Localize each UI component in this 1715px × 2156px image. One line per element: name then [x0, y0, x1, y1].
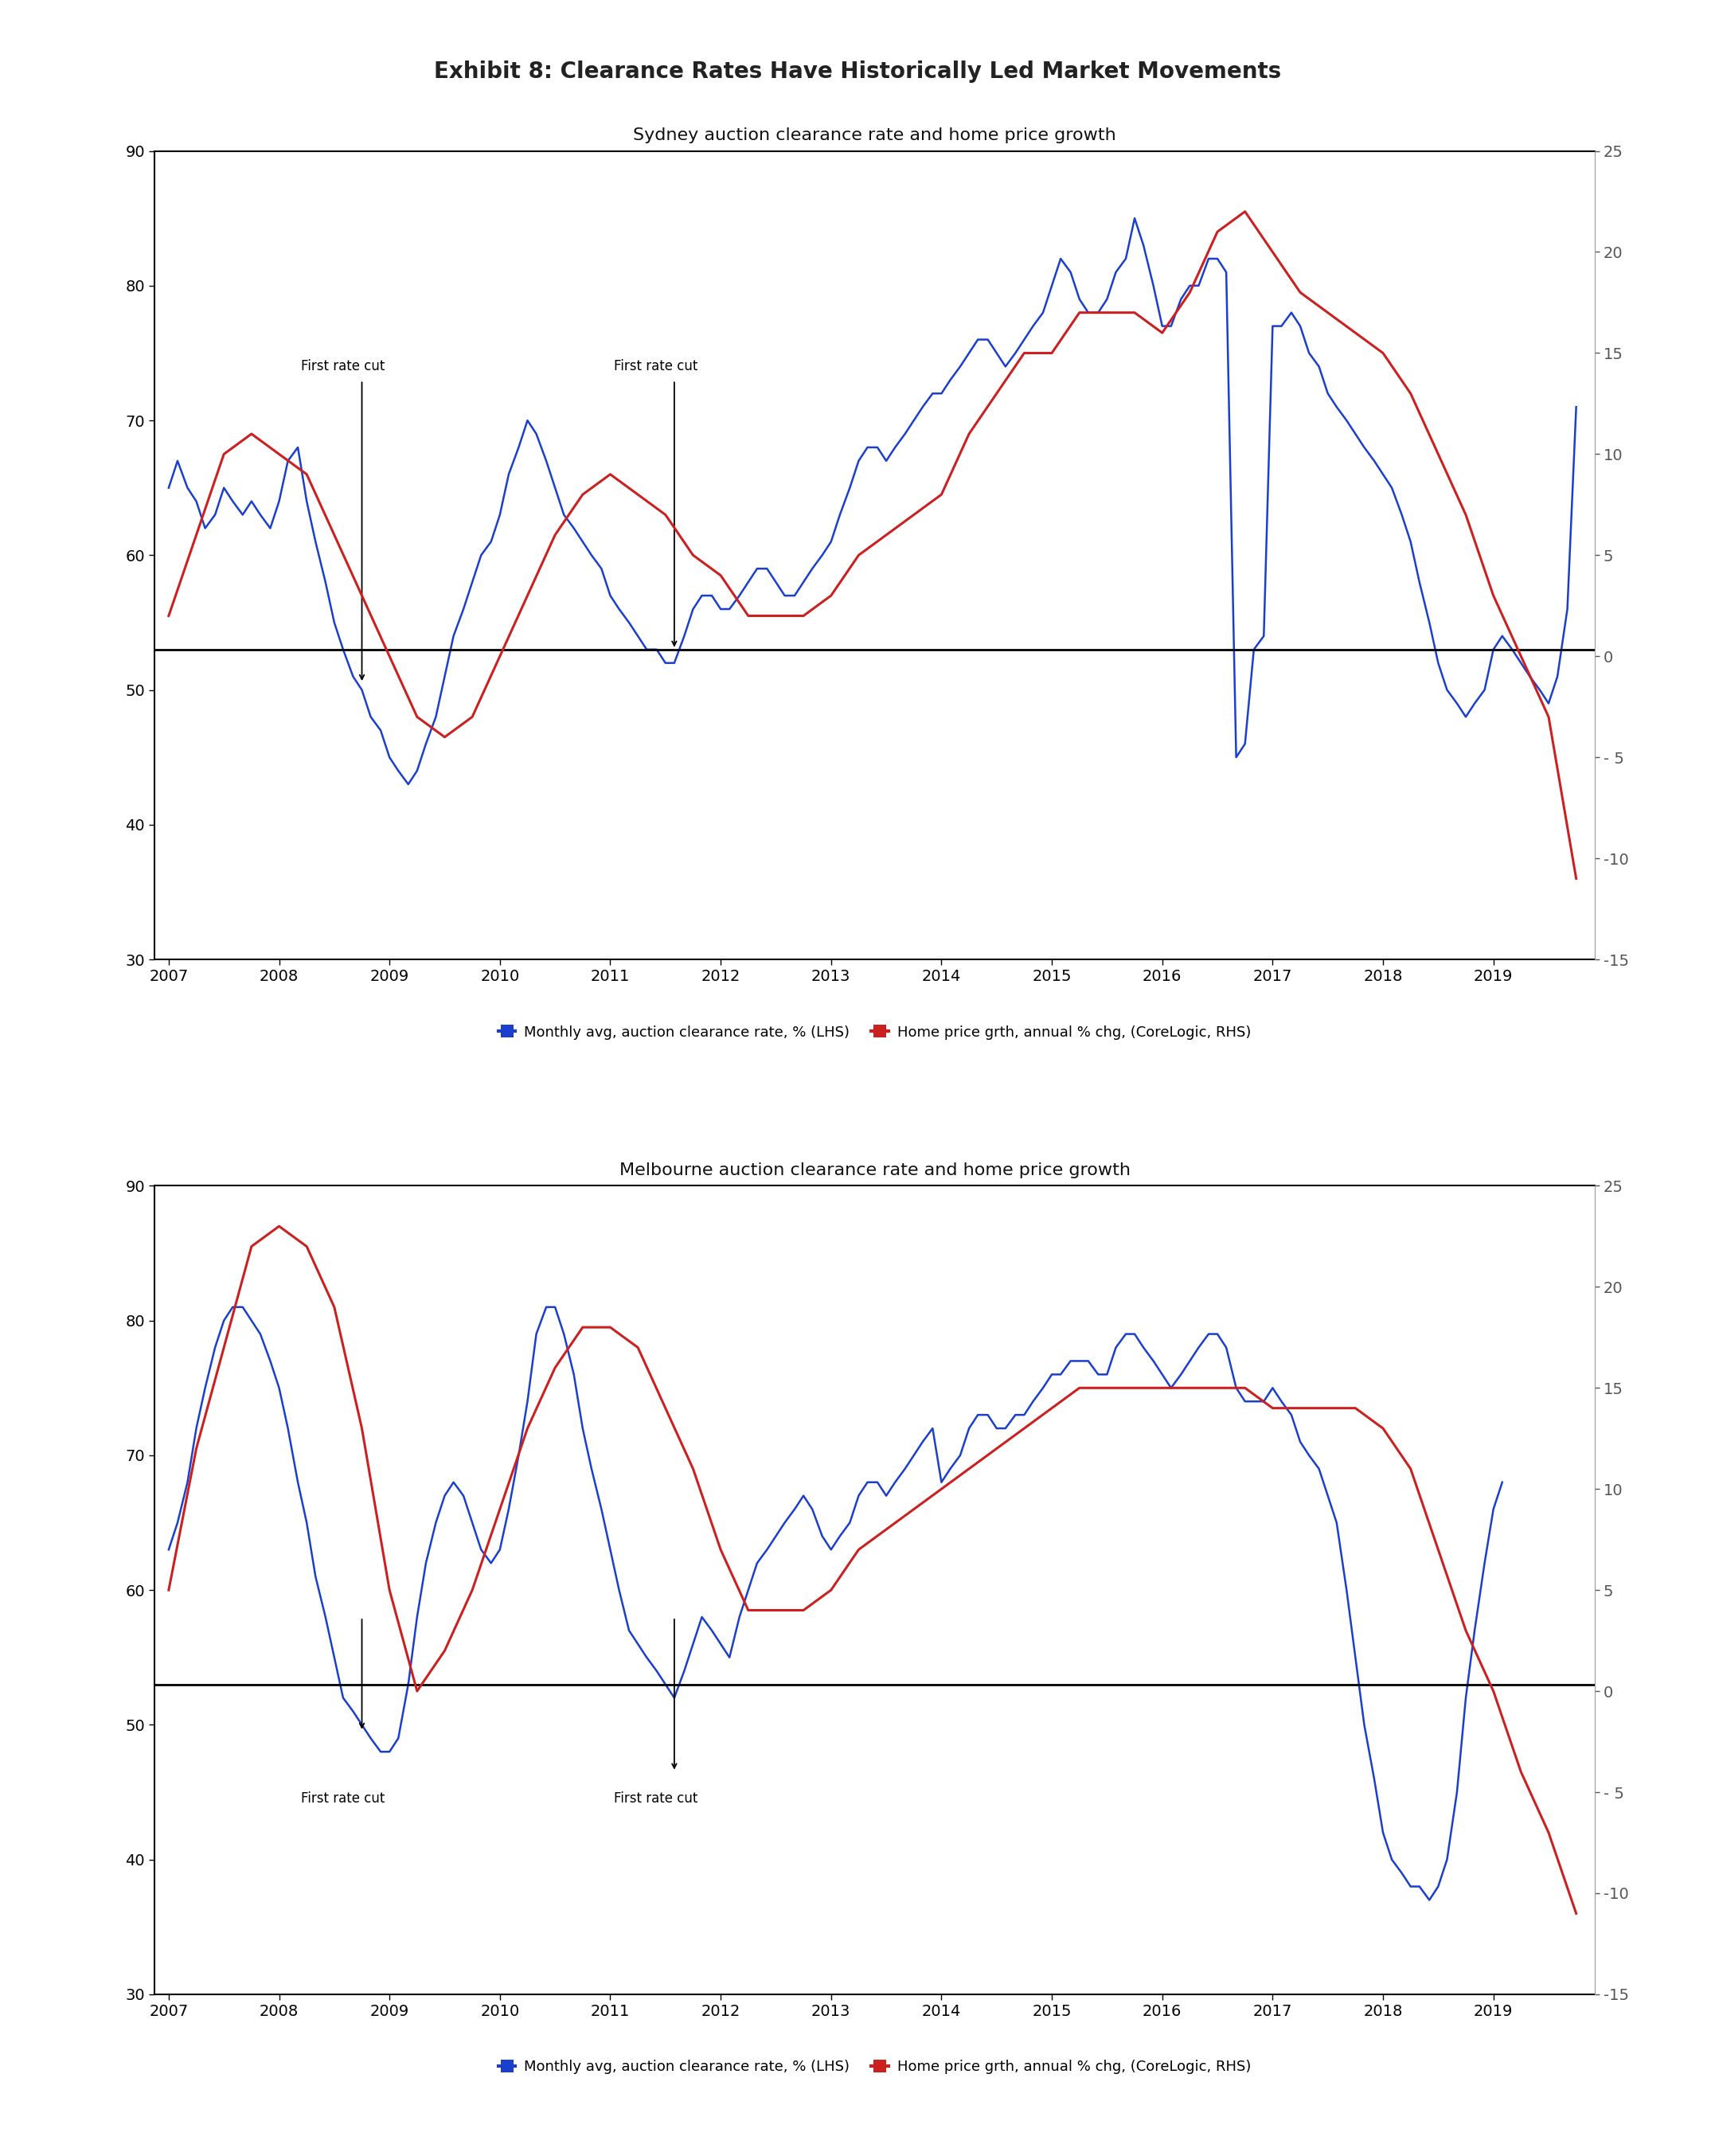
- Text: Exhibit 8: Clearance Rates Have Historically Led Market Movements: Exhibit 8: Clearance Rates Have Historic…: [434, 60, 1281, 82]
- Text: First rate cut: First rate cut: [614, 1792, 698, 1807]
- Legend: Monthly avg, auction clearance rate, % (LHS), Home price grth, annual % chg, (Co: Monthly avg, auction clearance rate, % (…: [492, 2055, 1257, 2081]
- Title: Sydney auction clearance rate and home price growth: Sydney auction clearance rate and home p…: [633, 127, 1116, 142]
- Text: First rate cut: First rate cut: [302, 1792, 386, 1807]
- Text: First rate cut: First rate cut: [302, 358, 386, 373]
- Legend: Monthly avg, auction clearance rate, % (LHS), Home price grth, annual % chg, (Co: Monthly avg, auction clearance rate, % (…: [492, 1020, 1257, 1046]
- Text: First rate cut: First rate cut: [614, 358, 698, 373]
- Title: Melbourne auction clearance rate and home price growth: Melbourne auction clearance rate and hom…: [619, 1162, 1130, 1177]
